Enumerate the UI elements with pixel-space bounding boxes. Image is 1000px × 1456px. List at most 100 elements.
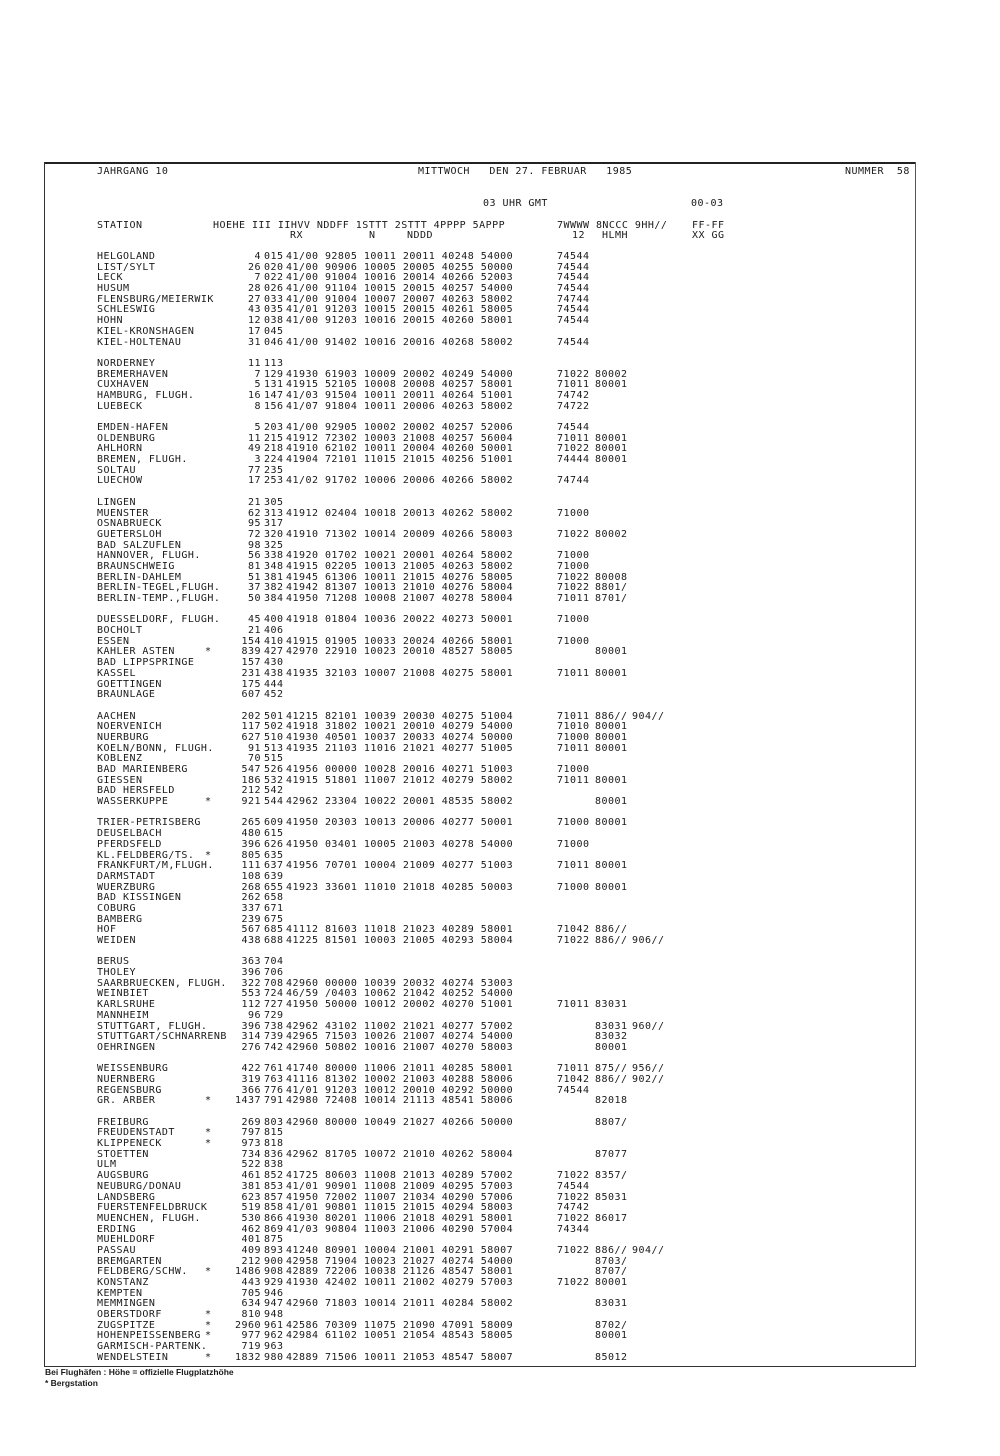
code-groups: 41935 32103 10007 21008 40275 58001 <box>286 667 514 679</box>
station-name: LUECHOW <box>97 475 143 487</box>
station-name: PASSAU <box>97 1244 136 1256</box>
station-height: 45 <box>248 614 261 626</box>
station-number: 803 <box>264 1116 284 1128</box>
table-row: STUTTGART/SCHNARRENB 314 739 42965 71503 10… <box>0 1031 1000 1043</box>
mountain-station-mark: * <box>205 796 212 808</box>
group-7wwww: 71022 <box>557 582 590 594</box>
code-groups: 41904 72101 11015 21015 40256 51001 <box>286 454 514 466</box>
station-height: 719 <box>241 1341 261 1353</box>
code-groups: 41/01 90901 11008 21009 40295 57003 <box>286 1180 514 1192</box>
table-row: STUTTGART, FLUGH. 396 738 42962 43102 11002… <box>0 1020 1000 1033</box>
station-name: OBERSTDORF <box>97 1309 162 1321</box>
station-name: KAHLER ASTEN <box>97 646 175 658</box>
station-number: 615 <box>264 828 284 840</box>
group-8nccc: 85012 <box>595 1351 628 1363</box>
table-row: LINGEN 21 305 <box>0 497 1000 509</box>
station-name: OSNABRUECK <box>97 518 162 530</box>
station-number: 706 <box>264 967 284 979</box>
station-height: 77 <box>248 464 261 476</box>
table-row: DEUSELBACH 480 615 <box>0 828 1000 840</box>
station-number: 320 <box>264 528 284 540</box>
station-number: 156 <box>264 400 284 412</box>
station-name: PFERDSFELD <box>97 838 162 850</box>
group-7wwww: 74544 <box>557 315 590 327</box>
table-row: BAMBERG 239 675 <box>0 914 1000 926</box>
group-7wwww: 71000 <box>557 560 590 572</box>
table-row: OSNABRUECK 95 317 <box>0 518 1000 530</box>
station-name: WEISSENBURG <box>97 1063 169 1075</box>
group-8nccc: 86017 <box>595 1212 628 1224</box>
table-row: KASSEL 231 438 41935 32103 10007 21008 4027… <box>0 667 1000 680</box>
code-groups: 41950 71208 10008 21007 40278 58004 <box>286 593 514 604</box>
code-groups: 42965 71503 10026 21007 40274 54000 <box>286 1031 514 1043</box>
group-7wwww: 74444 <box>557 454 590 466</box>
table-row: GARMISCH-PARTENK. 719 963 <box>0 1341 1000 1353</box>
station-number: 963 <box>264 1341 284 1353</box>
station-height: 977 <box>241 1330 261 1342</box>
station-number: 147 <box>264 389 284 401</box>
station-height: 634 <box>241 1298 261 1310</box>
station-name: TRIER-PETRISBERG <box>97 817 201 829</box>
group-7wwww: 74544 <box>557 336 590 348</box>
station-name: WASSERKUPPE <box>97 796 169 808</box>
group-7wwww: 74544 <box>557 283 590 295</box>
table-row: FELDBERG/SCHW. * 1486 908 42889 72206 10038 … <box>0 1267 1000 1278</box>
group-8nccc: 85031 <box>595 1191 628 1203</box>
code-groups: 41930 42402 10011 21002 40279 57003 <box>286 1277 514 1288</box>
table-row: PASSAU 409 893 41240 80901 10004 21001 4029… <box>0 1244 1000 1257</box>
station-name: ESSEN <box>97 635 130 647</box>
station-number: 038 <box>264 315 284 327</box>
code-groups: 42962 43102 11002 21021 40277 57002 <box>286 1020 514 1032</box>
code-groups: 41918 01804 10036 20022 40273 50001 <box>286 614 514 626</box>
table-row: MUENSTER 62 313 41912 02404 10018 20013 402… <box>0 507 1000 520</box>
station-name: BAD SALZUFLEN <box>97 539 182 551</box>
table-row: FRANKFURT/M,FLUGH. 111 637 41956 70701 1000… <box>0 860 1000 872</box>
table-row: HUSUM 28 026 41/00 91104 10015 20015 40257 … <box>0 283 1000 295</box>
group-spacer <box>0 487 1000 498</box>
station-name: REGENSBURG <box>97 1084 162 1096</box>
station-number: 893 <box>264 1244 284 1256</box>
station-height: 262 <box>241 892 261 904</box>
station-name: HOHENPEISSENBERG <box>97 1330 201 1342</box>
station-height: 27 <box>248 293 261 305</box>
table-row: FUERSTENFELDBRUCK 519 858 41/01 90801 11015… <box>0 1202 1000 1214</box>
station-number: 410 <box>264 635 284 647</box>
mountain-station-mark: * <box>205 646 212 658</box>
station-height: 396 <box>241 1020 261 1032</box>
frame-top-rule <box>44 162 916 164</box>
station-name: OLDENBURG <box>97 432 156 444</box>
station-name: OEHRINGEN <box>97 1041 156 1053</box>
station-number: 761 <box>264 1063 284 1075</box>
table-row: NEUBURG/DONAU 381 853 41/01 90901 11008 210… <box>0 1180 1000 1193</box>
station-name: FLENSBURG/MEIERWIK <box>97 293 214 305</box>
station-name: DUESSELDORF, FLUGH. <box>97 614 221 626</box>
station-height: 37 <box>248 582 261 594</box>
station-number: 526 <box>264 764 284 775</box>
station-number: 685 <box>264 924 284 936</box>
table-row: OBERSTDORF * 810 948 <box>0 1309 1000 1321</box>
table-row: BREMGARTEN 212 900 42958 71904 10023 21027 … <box>0 1256 1000 1268</box>
group-8nccc: 80001 <box>595 881 628 893</box>
station-height: 51 <box>248 571 261 583</box>
station-name: BRAUNLAGE <box>97 689 156 701</box>
station-number: 776 <box>264 1084 284 1096</box>
code-groups: 41/07 91804 10011 20006 40263 58002 <box>286 400 514 412</box>
station-name: BERLIN-DAHLEM <box>97 571 182 583</box>
station-number: 708 <box>264 977 284 989</box>
station-height: 409 <box>241 1244 261 1256</box>
station-name: BERLIN-TEGEL,FLUGH. <box>97 582 221 594</box>
table-row: KIEL-HOLTENAU 31 046 41/00 91402 10016 2001… <box>0 336 1000 349</box>
group-8nccc: 875// <box>595 1063 628 1075</box>
code-groups: 41910 62102 10011 20004 40260 50001 <box>286 443 514 455</box>
station-name: GOETTINGEN <box>97 678 162 690</box>
table-row: ERDING 462 869 41/03 90804 11003 21006 4029… <box>0 1224 1000 1236</box>
station-name: THOLEY <box>97 967 136 979</box>
station-height: 973 <box>241 1138 261 1150</box>
table-row: NOERVENICH 117 502 41918 31802 10021 20010 … <box>0 722 1000 733</box>
station-height: 17 <box>248 475 261 487</box>
station-height: 154 <box>241 635 261 647</box>
station-height: 363 <box>241 956 261 968</box>
station-number: 313 <box>264 507 284 519</box>
station-name: KIEL-KRONSHAGEN <box>97 325 195 337</box>
station-number: 338 <box>264 550 284 562</box>
